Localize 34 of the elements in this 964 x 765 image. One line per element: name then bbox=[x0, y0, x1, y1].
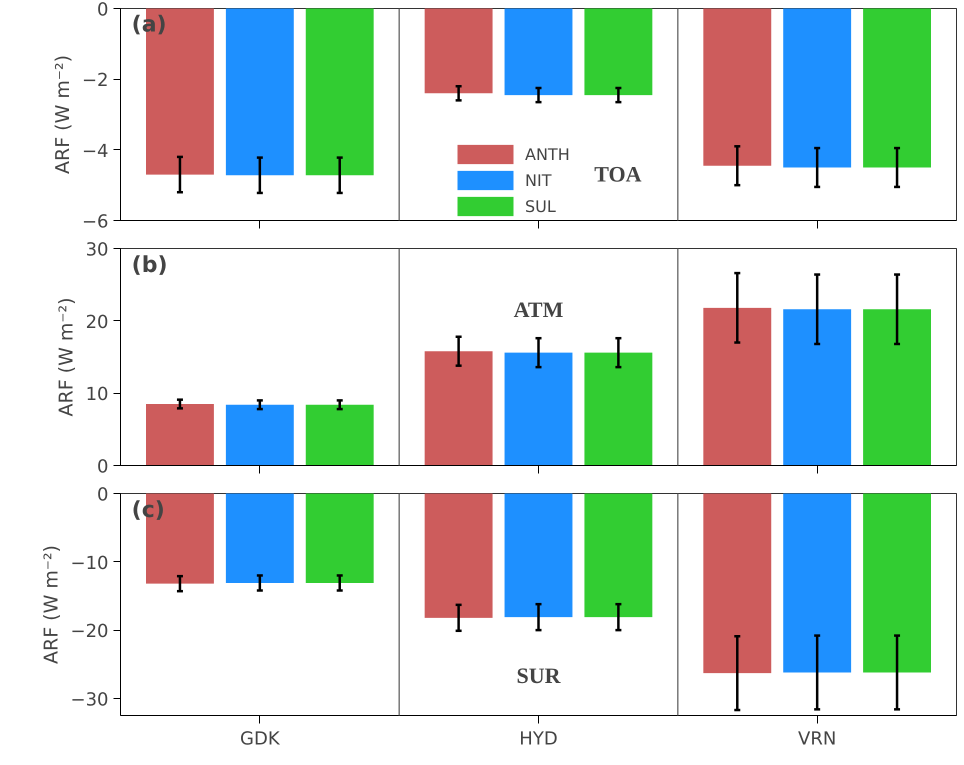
y-tick-label: 30 bbox=[86, 240, 108, 260]
bar bbox=[504, 352, 572, 466]
annotation: ATM bbox=[514, 296, 564, 322]
annotation: (b) bbox=[132, 252, 168, 278]
y-tick-label: 20 bbox=[86, 312, 108, 333]
y-tick-label: 10 bbox=[86, 384, 108, 406]
y-axis-title: ARF (W m⁻²) bbox=[52, 55, 74, 174]
x-tick-label: HYD bbox=[519, 728, 558, 750]
legend-label: NIT bbox=[525, 170, 552, 190]
y-tick-label: 0 bbox=[97, 484, 108, 506]
y-tick-label: 0 bbox=[97, 0, 108, 20]
y-tick-label: −4 bbox=[82, 140, 109, 162]
bar bbox=[783, 309, 852, 466]
bar bbox=[226, 404, 294, 466]
legend-label: ANTH bbox=[525, 144, 570, 164]
y-tick-label: −30 bbox=[70, 689, 109, 710]
y-axis-title: ARF (W m⁻²) bbox=[40, 545, 63, 664]
bar bbox=[146, 404, 214, 466]
annotation: TOA bbox=[594, 161, 642, 186]
y-axis-title: ARF (W m⁻²) bbox=[56, 298, 78, 416]
y-tick-label: −6 bbox=[82, 212, 109, 232]
bar bbox=[863, 309, 931, 466]
bar bbox=[306, 404, 374, 466]
y-tick-label: −10 bbox=[70, 552, 109, 574]
x-tick-label: VRN bbox=[798, 728, 836, 750]
y-tick-label: 0 bbox=[97, 456, 108, 478]
x-tick-label: GDK bbox=[240, 728, 281, 750]
y-tick-label: −20 bbox=[70, 621, 109, 642]
annotation: SUR bbox=[516, 663, 562, 688]
y-tick-label: −2 bbox=[82, 70, 109, 92]
bar bbox=[584, 352, 652, 466]
legend-label: SUL bbox=[525, 196, 556, 216]
bar bbox=[703, 308, 772, 466]
bar bbox=[424, 351, 493, 466]
